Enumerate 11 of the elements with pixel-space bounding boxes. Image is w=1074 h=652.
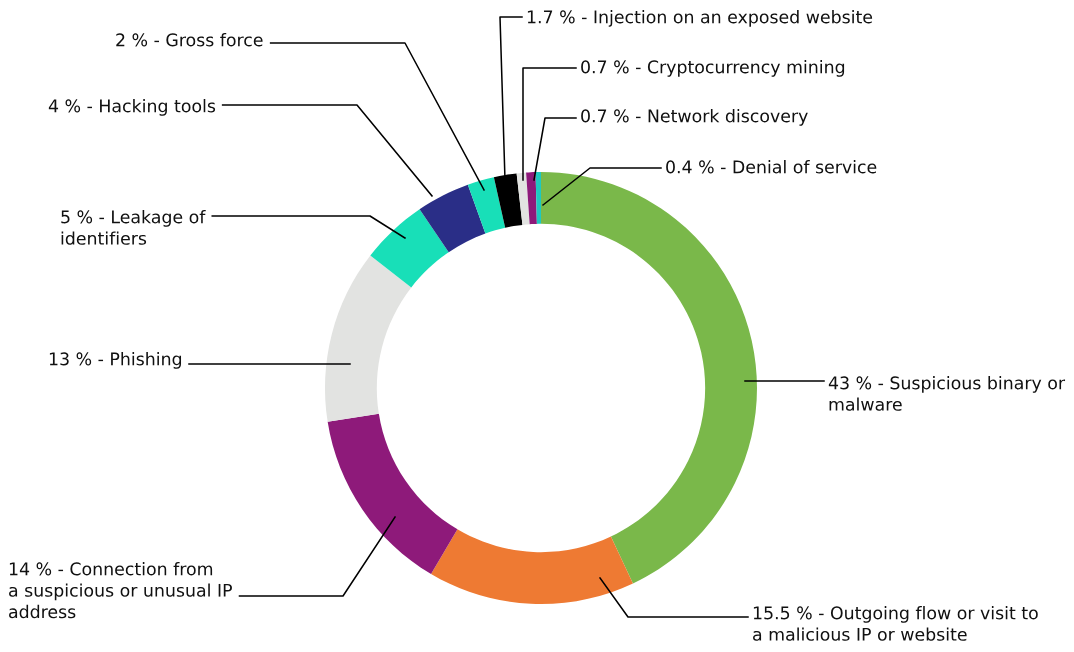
slice-label: 5 % - Leakage of identifiers [61,210,206,245]
slice-label: 13 % - Phishing [49,352,182,369]
slice-label: 43 % - Suspicious binary or malware [828,376,1066,411]
slice-label: 0.7 % - Network discovery [581,109,808,126]
slice-label: 2 % - Gross force [116,33,263,47]
slice-label: 0.4 % - Denial of service [666,160,877,174]
slice-label: 1.7 % - Injection on an exposed website [527,10,873,27]
slice-label: 15.5 % - Outgoing flow or visit to a malicious IP or website [753,606,1038,641]
slice-label: 0.7 % - Cryptocurrency mining [581,60,845,77]
slice-label: 14 % - Connection from a suspicious or unusual IP address [9,562,232,619]
slice-label: 4 % - Hacking tools [48,99,216,116]
